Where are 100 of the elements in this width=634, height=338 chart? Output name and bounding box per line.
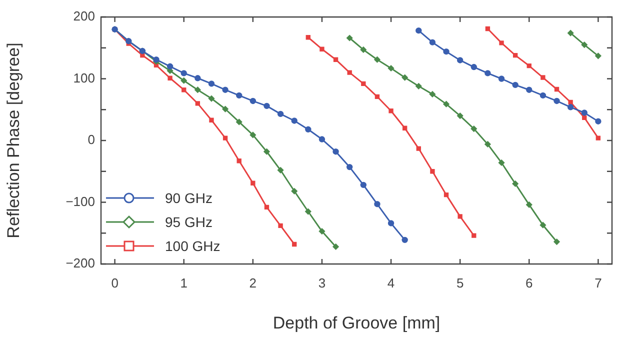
- point: [416, 146, 421, 151]
- point: [166, 63, 174, 70]
- point: [305, 208, 312, 215]
- point: [567, 104, 574, 110]
- point: [374, 201, 380, 208]
- point: [264, 148, 270, 155]
- y-tick-label: 200: [73, 8, 95, 24]
- point: [402, 74, 408, 81]
- point: [458, 214, 462, 219]
- point: [595, 118, 602, 124]
- point: [470, 126, 477, 132]
- point: [402, 236, 408, 244]
- point: [416, 83, 422, 90]
- y-tick-label: 100: [73, 70, 95, 86]
- point: [416, 27, 422, 34]
- point: [264, 204, 270, 210]
- point: [498, 160, 505, 166]
- point: [581, 110, 588, 116]
- point: [443, 100, 450, 108]
- point: [512, 180, 518, 187]
- x-tick-label: 1: [180, 275, 188, 290]
- point: [402, 126, 408, 130]
- point: [429, 39, 436, 46]
- point: [554, 238, 560, 245]
- x-tick-label: 2: [249, 275, 257, 290]
- point: [498, 76, 505, 82]
- point: [485, 26, 490, 32]
- point: [209, 118, 214, 122]
- point: [291, 188, 298, 194]
- point: [277, 110, 284, 118]
- point: [305, 126, 312, 132]
- legend-label: 100 GHz: [165, 237, 220, 256]
- point: [596, 136, 601, 140]
- x-tick-label: 0: [111, 275, 118, 290]
- x-tick-label: 6: [526, 275, 533, 290]
- point: [236, 92, 242, 99]
- point: [472, 233, 476, 238]
- point: [429, 91, 436, 98]
- point: [332, 244, 339, 250]
- point: [470, 64, 477, 70]
- point: [346, 164, 353, 170]
- point: [208, 95, 215, 102]
- legend-label: 95 GHz: [165, 213, 212, 232]
- x-tick-label: 3: [318, 275, 326, 290]
- point: [388, 65, 394, 72]
- point: [264, 102, 270, 110]
- point: [582, 115, 587, 120]
- point: [306, 35, 310, 40]
- point: [277, 167, 284, 174]
- y-tick-label: −100: [66, 194, 95, 209]
- y-tick-label: 0: [88, 132, 95, 148]
- point: [374, 56, 380, 63]
- point: [250, 132, 256, 138]
- point: [484, 141, 491, 148]
- point: [540, 75, 546, 80]
- point: [320, 46, 324, 52]
- point: [222, 86, 228, 93]
- point: [360, 182, 367, 188]
- point: [291, 118, 298, 124]
- point: [347, 70, 352, 75]
- point: [250, 98, 256, 104]
- point: [236, 158, 242, 164]
- point: [388, 108, 394, 114]
- point: [360, 46, 367, 53]
- point: [568, 100, 573, 105]
- point: [222, 106, 228, 112]
- point: [318, 136, 326, 142]
- point: [208, 80, 215, 87]
- point: [554, 86, 560, 92]
- point: [456, 112, 464, 119]
- point: [361, 81, 366, 86]
- point: [318, 228, 326, 234]
- point: [512, 52, 518, 58]
- x-axis-title: Depth of Groove [mm]: [272, 313, 440, 332]
- point: [540, 222, 546, 228]
- point: [182, 88, 186, 92]
- point: [388, 220, 394, 226]
- point: [140, 52, 145, 58]
- point: [194, 75, 201, 82]
- point: [194, 86, 201, 93]
- point: [195, 101, 200, 106]
- x-tick-label: 7: [594, 275, 602, 290]
- point: [540, 92, 546, 99]
- point: [430, 169, 435, 174]
- point: [236, 118, 242, 126]
- point: [581, 42, 588, 48]
- point: [444, 192, 449, 198]
- point: [526, 63, 532, 68]
- point: [278, 223, 283, 228]
- point: [180, 70, 187, 76]
- point: [567, 30, 574, 36]
- point: [333, 57, 338, 62]
- point: [250, 180, 256, 186]
- point: [332, 148, 339, 155]
- x-tick-label: 5: [456, 275, 464, 290]
- point: [456, 57, 464, 64]
- point: [346, 34, 353, 42]
- point: [374, 94, 380, 99]
- point: [512, 82, 518, 88]
- point: [526, 202, 532, 208]
